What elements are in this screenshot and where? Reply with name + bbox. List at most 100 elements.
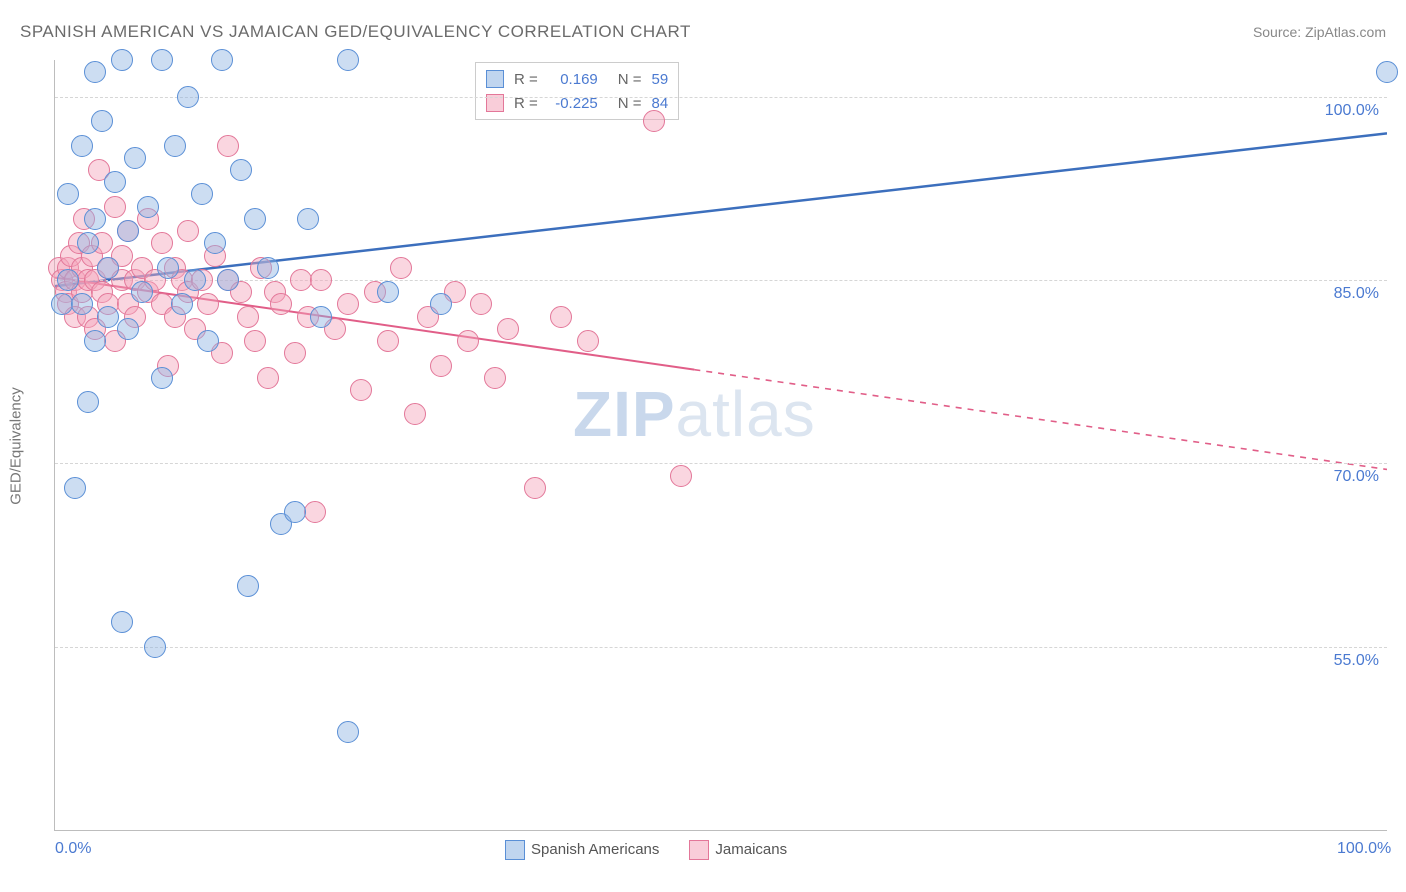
scatter-point [91,110,113,132]
scatter-point [197,293,219,315]
y-tick-label: 55.0% [1334,652,1379,670]
scatter-point [84,208,106,230]
scatter-point [164,135,186,157]
scatter-point [230,159,252,181]
source-label: Source: ZipAtlas.com [1253,24,1386,40]
legend-label-blue: Spanish Americans [531,841,659,858]
scatter-point [217,135,239,157]
scatter-point [57,269,79,291]
scatter-point [670,465,692,487]
scatter-point [84,61,106,83]
scatter-point [304,501,326,523]
legend-item-pink: Jamaicans [689,840,787,860]
scatter-point [131,281,153,303]
x-tick-label: 100.0% [1337,840,1391,858]
scatter-point [57,183,79,205]
scatter-point [217,269,239,291]
scatter-point [337,49,359,71]
legend-swatch-blue [505,840,525,860]
scatter-point [550,306,572,328]
scatter-point [177,86,199,108]
scatter-point [497,318,519,340]
scatter-point [257,367,279,389]
scatter-point [1376,61,1398,83]
scatter-point [310,269,332,291]
scatter-point [430,355,452,377]
grid-line [55,463,1387,464]
scatter-point [290,269,312,291]
scatter-point [64,477,86,499]
scatter-point [284,501,306,523]
scatter-point [71,135,93,157]
scatter-point [111,49,133,71]
stat-n-value: 59 [652,71,669,88]
scatter-point [244,330,266,352]
scatter-point [211,49,233,71]
stat-row-pink: R = -0.225 N = 84 [486,91,668,115]
watermark-zip: ZIP [573,378,676,450]
chart-plot-area: ZIPatlas R = 0.169 N = 59 R = -0.225 N =… [54,60,1387,831]
scatter-point [204,232,226,254]
scatter-point [124,147,146,169]
scatter-point [97,257,119,279]
y-tick-label: 85.0% [1334,285,1379,303]
watermark: ZIPatlas [573,377,816,451]
scatter-point [151,367,173,389]
scatter-point [117,318,139,340]
scatter-point [377,330,399,352]
scatter-point [337,293,359,315]
scatter-point [171,293,193,315]
scatter-point [71,293,93,315]
legend-swatch-blue [486,70,504,88]
scatter-point [104,171,126,193]
scatter-point [577,330,599,352]
scatter-point [337,721,359,743]
scatter-point [484,367,506,389]
scatter-point [184,269,206,291]
y-tick-label: 100.0% [1325,102,1379,120]
x-tick-label: 0.0% [55,840,91,858]
scatter-point [151,49,173,71]
series-legend: Spanish Americans Jamaicans [505,840,787,860]
scatter-point [77,391,99,413]
grid-line [55,97,1387,98]
legend-swatch-pink [689,840,709,860]
scatter-point [197,330,219,352]
scatter-point [84,330,106,352]
scatter-point [104,196,126,218]
scatter-point [284,342,306,364]
trend-lines-layer [55,60,1387,830]
scatter-point [643,110,665,132]
scatter-point [137,196,159,218]
grid-line [55,647,1387,648]
scatter-point [177,220,199,242]
scatter-point [270,293,292,315]
scatter-point [51,293,73,315]
stat-n-label: N = [618,71,642,88]
chart-title: SPANISH AMERICAN VS JAMAICAN GED/EQUIVAL… [20,22,691,42]
scatter-point [157,257,179,279]
scatter-point [390,257,412,279]
scatter-point [144,636,166,658]
scatter-point [457,330,479,352]
legend-label-pink: Jamaicans [715,841,787,858]
scatter-point [151,232,173,254]
scatter-point [191,183,213,205]
scatter-point [430,293,452,315]
scatter-point [470,293,492,315]
scatter-point [377,281,399,303]
stat-r-value: 0.169 [548,71,598,88]
scatter-point [257,257,279,279]
scatter-point [111,611,133,633]
watermark-atlas: atlas [676,378,816,450]
stat-r-label: R = [514,71,538,88]
y-tick-label: 70.0% [1334,468,1379,486]
legend-item-blue: Spanish Americans [505,840,659,860]
scatter-point [117,220,139,242]
scatter-point [237,306,259,328]
scatter-point [237,575,259,597]
scatter-point [297,208,319,230]
scatter-point [97,306,119,328]
scatter-point [404,403,426,425]
scatter-point [310,306,332,328]
